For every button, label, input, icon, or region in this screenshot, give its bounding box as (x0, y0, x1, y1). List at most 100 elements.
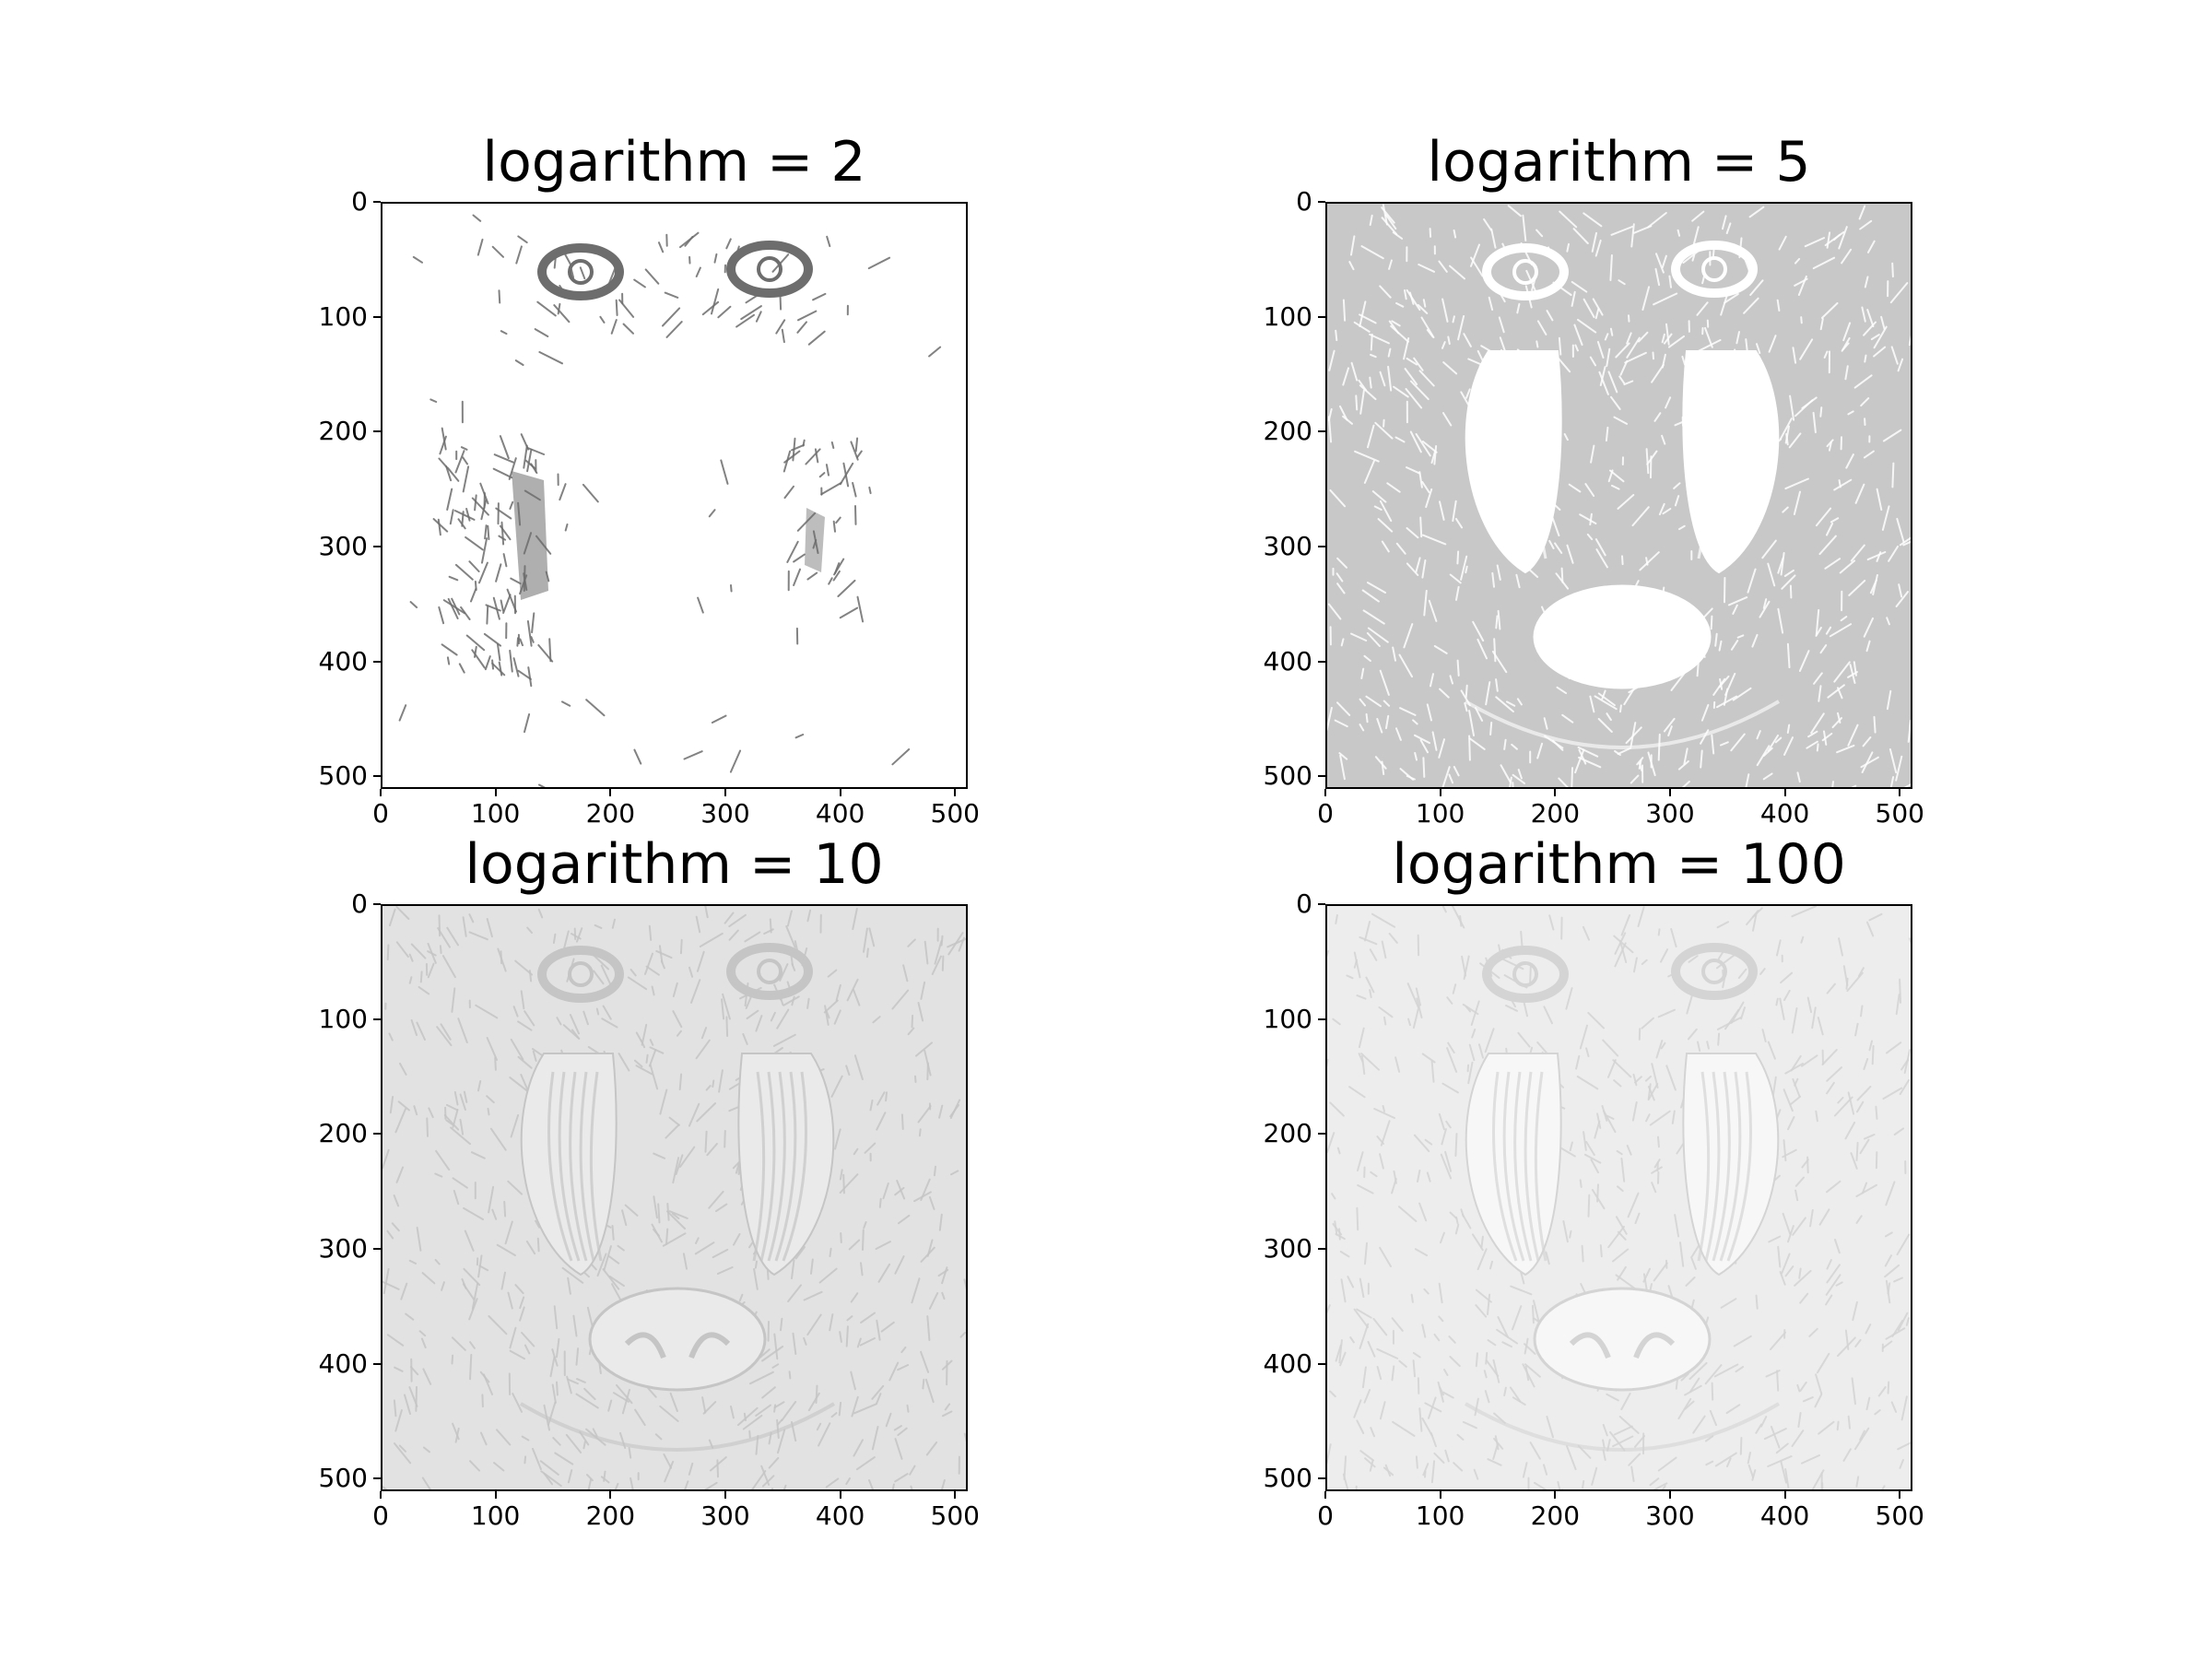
mandrill-image (1327, 906, 1911, 1489)
image-axes (1325, 904, 1912, 1491)
x-tick-mark (1668, 789, 1671, 796)
x-tick-label: 200 (1530, 1500, 1581, 1531)
eye-pupil (1701, 256, 1727, 282)
x-tick-mark (1439, 789, 1441, 796)
x-tick-mark (1783, 789, 1786, 796)
eye-outline (726, 241, 813, 298)
muzzle (588, 1287, 767, 1392)
x-tick-label: 300 (700, 798, 750, 829)
y-tick-mark (373, 1018, 381, 1020)
eye-outline (537, 243, 624, 300)
x-tick-mark (380, 1491, 382, 1499)
y-tick-mark (1318, 1477, 1325, 1480)
y-tick-mark (373, 315, 381, 318)
x-tick-label: 0 (1317, 1500, 1334, 1531)
subplot-title: logarithm = 100 (1392, 832, 1846, 897)
x-tick-label: 300 (700, 1500, 750, 1531)
y-tick-label: 300 (318, 1232, 368, 1264)
x-tick-label: 500 (1875, 798, 1924, 829)
x-tick-label: 200 (585, 798, 636, 829)
image-background (382, 204, 966, 787)
y-tick-label: 100 (318, 1003, 368, 1034)
x-tick-label: 100 (470, 798, 521, 829)
x-tick-mark (1554, 789, 1557, 796)
y-tick-label: 0 (1296, 888, 1312, 919)
x-tick-label: 500 (930, 798, 980, 829)
y-tick-mark (1318, 430, 1325, 433)
y-tick-mark (1318, 1362, 1325, 1365)
y-tick-mark (373, 201, 381, 203)
y-tick-mark (373, 1133, 381, 1135)
subplot-title: logarithm = 10 (465, 832, 884, 897)
y-tick-mark (1318, 1247, 1325, 1250)
eye-outline (1482, 243, 1569, 300)
x-tick-label: 300 (1645, 798, 1695, 829)
x-tick-label: 400 (1759, 1500, 1810, 1531)
y-tick-label: 300 (318, 530, 368, 561)
eye-outline (726, 943, 813, 1000)
muzzle (1533, 1287, 1712, 1392)
x-tick-mark (1899, 1491, 1901, 1499)
y-tick-mark (373, 1477, 381, 1480)
x-tick-label: 100 (1415, 798, 1465, 829)
x-tick-label: 200 (585, 1500, 636, 1531)
x-tick-mark (954, 1491, 957, 1499)
image-background (1327, 204, 1911, 787)
y-tick-label: 100 (1263, 300, 1312, 332)
y-tick-mark (1318, 545, 1325, 547)
x-tick-label: 0 (372, 798, 389, 829)
y-tick-label: 500 (318, 760, 368, 792)
eye-pupil (568, 961, 594, 987)
x-tick-mark (1324, 789, 1326, 796)
y-tick-mark (373, 903, 381, 905)
eye-pupil (1512, 961, 1538, 987)
mandrill-image (1327, 204, 1911, 787)
y-tick-mark (1318, 660, 1325, 663)
eye-pupil (568, 259, 594, 285)
y-tick-label: 500 (1263, 760, 1312, 792)
x-tick-label: 300 (1645, 1500, 1695, 1531)
x-tick-mark (494, 1491, 497, 1499)
image-axes (1325, 202, 1912, 789)
y-tick-mark (373, 1362, 381, 1365)
eye-pupil (1512, 259, 1538, 285)
x-tick-mark (1783, 1491, 1786, 1499)
y-tick-label: 200 (318, 416, 368, 447)
y-tick-mark (373, 1247, 381, 1250)
mandrill-image (382, 906, 966, 1489)
y-tick-mark (373, 660, 381, 663)
y-tick-label: 0 (351, 888, 368, 919)
x-tick-mark (839, 1491, 841, 1499)
x-tick-mark (609, 1491, 612, 1499)
y-tick-label: 200 (1263, 416, 1312, 447)
eye-pupil (1701, 959, 1727, 984)
eye-outline (537, 946, 624, 1003)
y-tick-label: 200 (318, 1118, 368, 1149)
x-tick-mark (380, 789, 382, 796)
eye-pupil (757, 256, 782, 282)
y-tick-label: 100 (318, 300, 368, 332)
image-axes (381, 202, 968, 789)
x-tick-mark (1668, 1491, 1671, 1499)
y-tick-label: 0 (351, 186, 368, 217)
image-canvas (1327, 204, 1911, 787)
y-tick-label: 400 (318, 1347, 368, 1379)
y-tick-mark (373, 430, 381, 433)
x-tick-mark (954, 789, 957, 796)
image-canvas (1327, 906, 1911, 1489)
y-tick-mark (1318, 1018, 1325, 1020)
image-background (1327, 906, 1911, 1489)
y-tick-mark (1318, 903, 1325, 905)
x-tick-mark (724, 1491, 726, 1499)
x-tick-mark (1554, 1491, 1557, 1499)
image-canvas (382, 906, 966, 1489)
x-tick-label: 0 (372, 1500, 389, 1531)
y-tick-label: 500 (1263, 1463, 1312, 1494)
y-tick-label: 300 (1263, 530, 1312, 561)
y-tick-label: 500 (318, 1463, 368, 1494)
y-tick-label: 300 (1263, 1232, 1312, 1264)
eye-outline (1671, 241, 1758, 298)
x-tick-mark (724, 789, 726, 796)
y-tick-label: 100 (1263, 1003, 1312, 1034)
